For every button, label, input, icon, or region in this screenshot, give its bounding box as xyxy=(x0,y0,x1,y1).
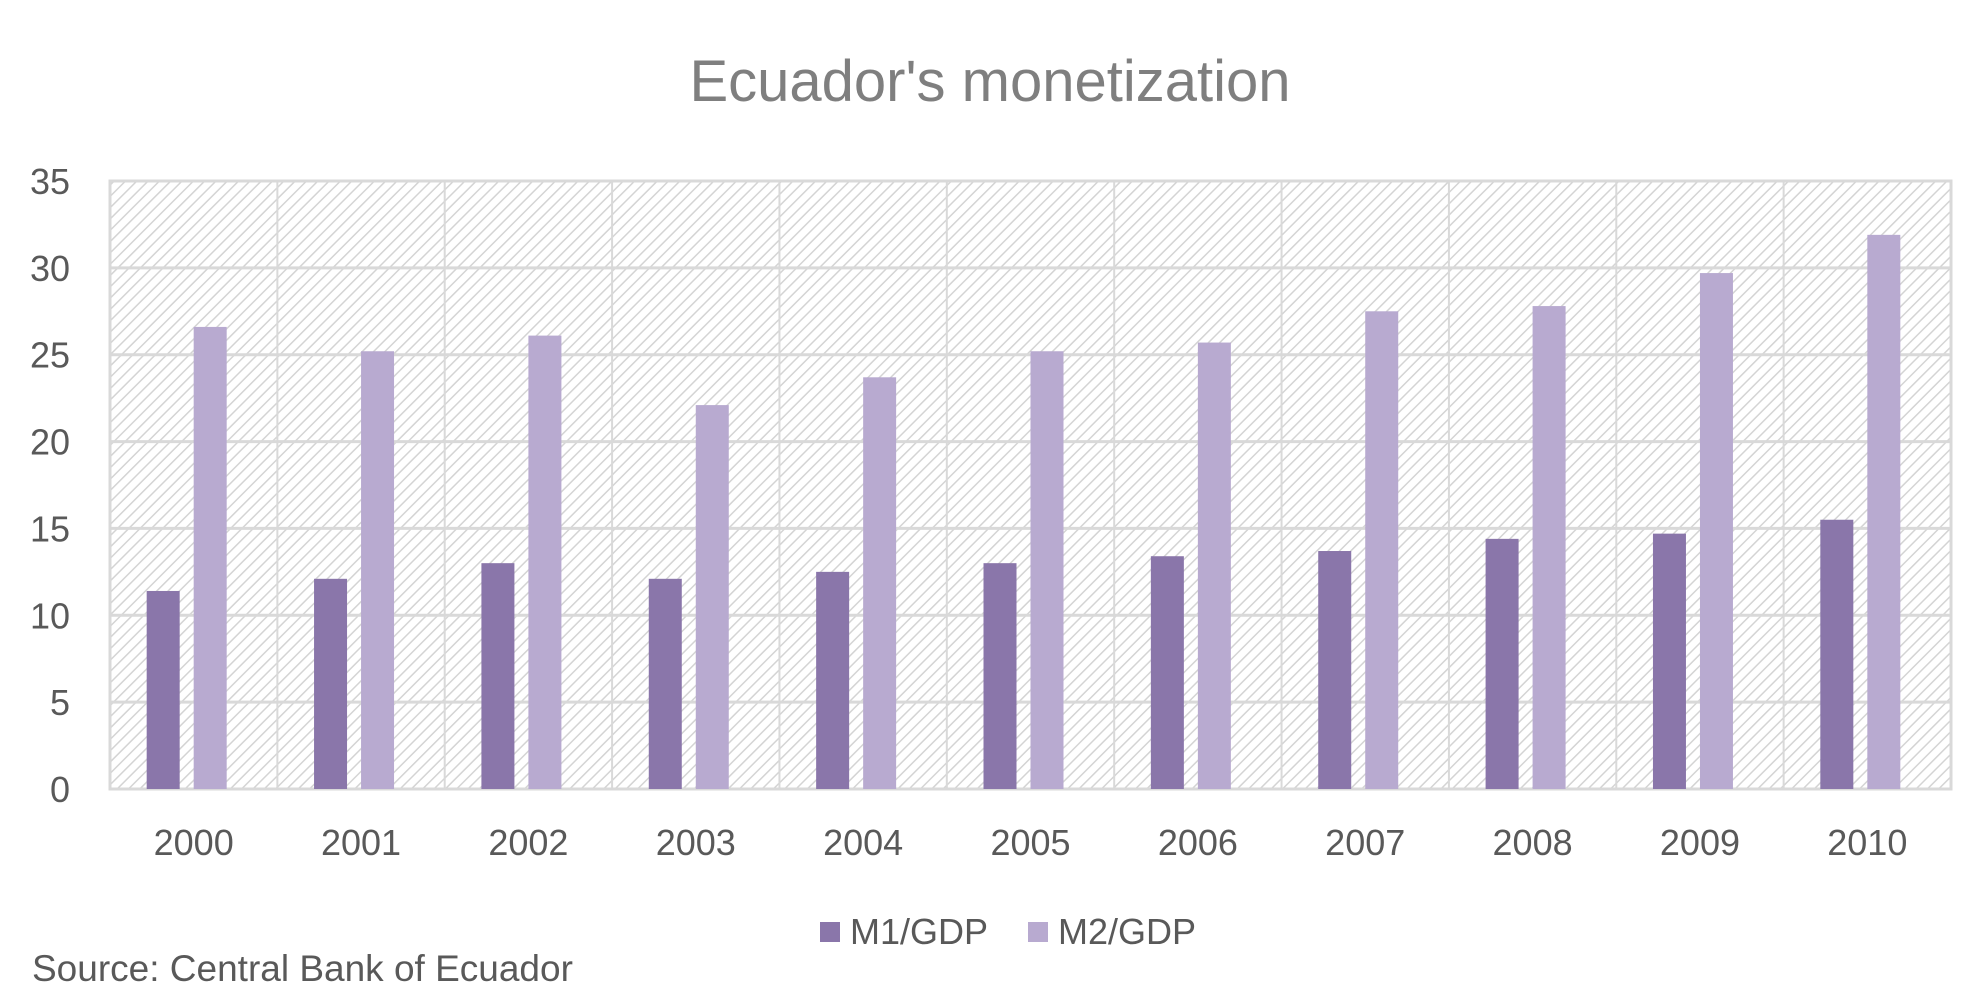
x-tick-label: 2002 xyxy=(488,822,568,863)
x-tick-label: 2009 xyxy=(1660,822,1740,863)
y-tick-label: 20 xyxy=(30,422,70,463)
legend-swatch xyxy=(820,922,840,942)
bar-m1-gdp-2000 xyxy=(146,590,180,789)
y-tick-label: 10 xyxy=(30,595,70,636)
y-tick-label: 35 xyxy=(30,161,70,202)
y-tick-label: 25 xyxy=(30,335,70,376)
bar-m1-gdp-2002 xyxy=(481,563,515,789)
bar-m2-gdp-2002 xyxy=(528,335,562,789)
bar-m2-gdp-2008 xyxy=(1532,306,1566,789)
bar-m2-gdp-2001 xyxy=(361,351,395,789)
bar-m2-gdp-2010 xyxy=(1867,234,1901,789)
chart-title: Ecuador's monetization xyxy=(689,49,1291,114)
x-tick-label: 2001 xyxy=(321,822,401,863)
y-tick-label: 5 xyxy=(50,682,70,723)
x-tick-label: 2004 xyxy=(823,822,903,863)
bar-m1-gdp-2009 xyxy=(1652,533,1686,789)
bar-m1-gdp-2003 xyxy=(648,578,682,789)
bar-m1-gdp-2004 xyxy=(816,571,850,789)
bar-m2-gdp-2006 xyxy=(1197,342,1231,789)
bar-m2-gdp-2003 xyxy=(695,405,729,789)
y-tick-label: 0 xyxy=(50,769,70,810)
bar-m2-gdp-2004 xyxy=(863,377,897,789)
legend-swatch xyxy=(1028,922,1048,942)
bar-m1-gdp-2005 xyxy=(983,563,1017,789)
bar-m1-gdp-2010 xyxy=(1820,519,1854,789)
y-tick-label: 15 xyxy=(30,508,70,549)
bar-m1-gdp-2007 xyxy=(1318,551,1352,789)
x-tick-label: 2005 xyxy=(990,822,1070,863)
bar-m2-gdp-2007 xyxy=(1365,311,1399,789)
y-tick-label: 30 xyxy=(30,248,70,289)
x-tick-label: 2003 xyxy=(656,822,736,863)
legend-label: M2/GDP xyxy=(1058,911,1196,952)
bar-m2-gdp-2005 xyxy=(1030,351,1064,789)
bar-m2-gdp-2000 xyxy=(193,326,227,789)
x-tick-label: 2008 xyxy=(1493,822,1573,863)
bar-m2-gdp-2009 xyxy=(1699,273,1733,789)
bar-m1-gdp-2006 xyxy=(1150,556,1184,789)
x-tick-label: 2007 xyxy=(1325,822,1405,863)
x-tick-label: 2010 xyxy=(1827,822,1907,863)
x-tick-label: 2000 xyxy=(154,822,234,863)
source-note: Source: Central Bank of Ecuador xyxy=(32,948,573,989)
bar-m1-gdp-2008 xyxy=(1485,538,1519,789)
legend-label: M1/GDP xyxy=(850,911,988,952)
x-tick-label: 2006 xyxy=(1158,822,1238,863)
bar-m1-gdp-2001 xyxy=(314,578,348,789)
